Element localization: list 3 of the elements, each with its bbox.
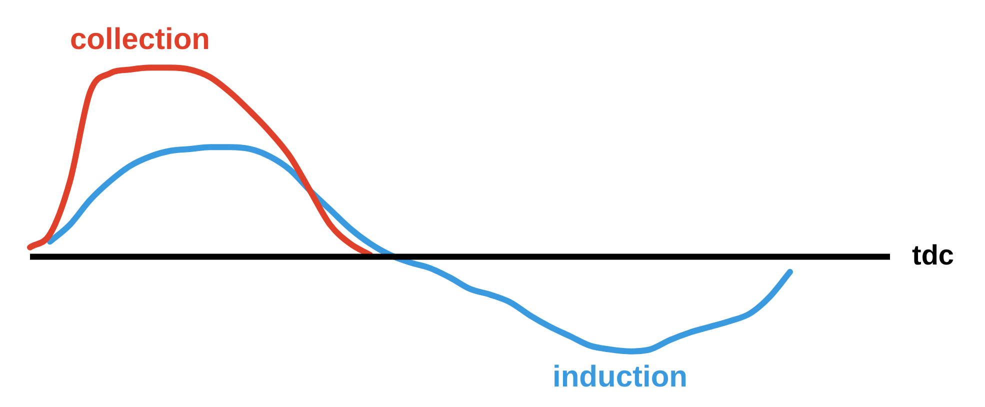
x-axis-title: tdc (912, 239, 954, 270)
series-label: collection (70, 22, 210, 56)
series-label: induction (552, 360, 688, 394)
